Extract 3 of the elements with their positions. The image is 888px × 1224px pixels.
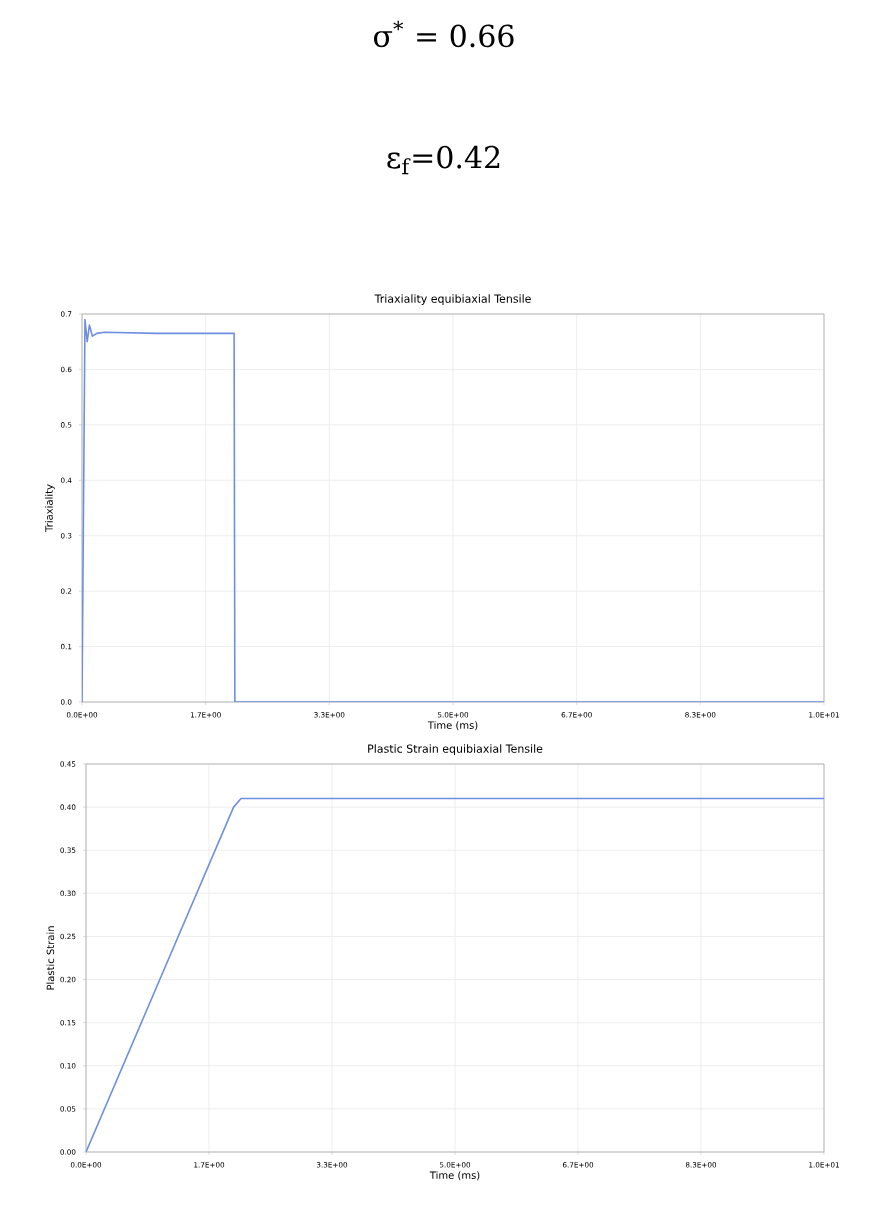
text: σ$^{*}$ = 0.66 xyxy=(374,20,514,48)
text: ε$_{f}$=0.42 xyxy=(387,145,500,175)
line-series xyxy=(82,318,825,702)
